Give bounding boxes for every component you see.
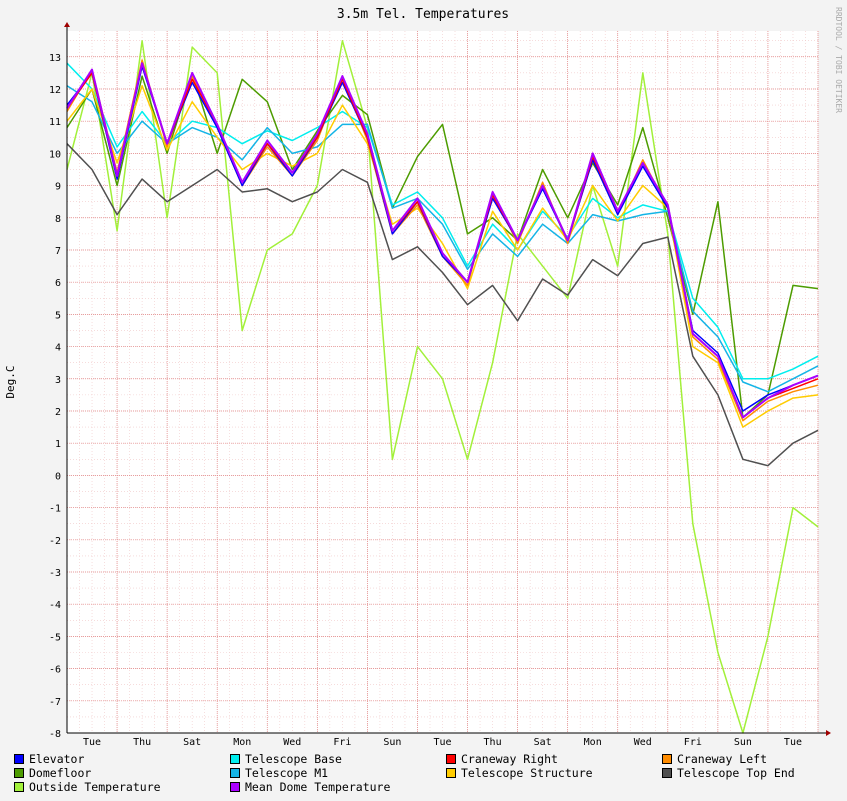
x-tick-label: Tue: [83, 737, 101, 748]
x-tick-label: Fri: [333, 737, 351, 748]
legend-label: Telescope Structure: [461, 766, 593, 780]
series-line: [66, 62, 819, 380]
legend-item: Craneway Right: [446, 752, 558, 766]
y-tick-label: 8: [55, 214, 61, 225]
legend-swatch: [14, 781, 24, 792]
legend-label: Craneway Left: [677, 752, 768, 766]
x-tick-label: Mon: [584, 737, 602, 748]
y-tick-label: 5: [55, 310, 61, 321]
y-axis-label: Deg.C: [4, 365, 17, 398]
y-tick-label: 2: [55, 407, 61, 418]
x-tick-label: Mon: [233, 737, 251, 748]
x-tick-label: Thu: [484, 737, 502, 748]
x-tick-label: Fri: [684, 737, 702, 748]
y-tick-label: 13: [49, 53, 61, 64]
legend-item: Telescope M1: [230, 766, 328, 780]
y-tick-label: -2: [49, 536, 61, 547]
legend-swatch: [662, 767, 672, 778]
legend-swatch: [230, 781, 240, 792]
legend-swatch: [662, 753, 672, 764]
y-tick-label: -4: [49, 600, 61, 611]
legend-swatch: [14, 767, 24, 778]
legend-swatch: [446, 767, 456, 778]
legend-item: Mean Dome Temperature: [230, 780, 390, 794]
y-axis-arrow: [64, 22, 70, 27]
x-tick-label: Wed: [283, 737, 301, 748]
y-tick-label: -6: [49, 665, 61, 676]
y-tick-label: 10: [49, 149, 61, 160]
legend-item: Telescope Base: [230, 752, 342, 766]
legend-item: Domefloor: [14, 766, 91, 780]
legend-label: Telescope Top End: [677, 766, 795, 780]
legend-label: Mean Dome Temperature: [245, 780, 391, 794]
legend-label: Elevator: [29, 752, 85, 766]
y-tick-label: -1: [49, 504, 61, 515]
y-tick-label: 6: [55, 278, 61, 289]
legend-swatch: [14, 753, 24, 764]
y-tick-label: -7: [49, 697, 61, 708]
x-tick-label: Tue: [433, 737, 451, 748]
x-tick-label: Sat: [534, 737, 552, 748]
y-tick-label: 12: [49, 85, 61, 96]
legend-item: Telescope Structure: [446, 766, 593, 780]
legend-swatch: [230, 753, 240, 764]
legend-swatch: [446, 753, 456, 764]
x-tick-label: Tue: [784, 737, 802, 748]
legend-item: Telescope Top End: [662, 766, 795, 780]
y-tick-label: 0: [55, 471, 61, 482]
legend-item: Craneway Left: [662, 752, 767, 766]
x-tick-label: Sun: [383, 737, 401, 748]
y-tick-label: -8: [49, 729, 61, 740]
series-line: [66, 39, 819, 734]
x-tick-label: Sun: [734, 737, 752, 748]
series-line: [66, 143, 819, 467]
legend-label: Craneway Right: [461, 752, 558, 766]
legend-swatch: [230, 767, 240, 778]
series-line: [66, 62, 819, 419]
watermark: RRDTOOL / TOBI OETIKER: [834, 7, 843, 113]
x-tick-label: Thu: [133, 737, 151, 748]
legend-label: Telescope Base: [245, 752, 342, 766]
series-line: [66, 84, 819, 428]
legend-item: Elevator: [14, 752, 84, 766]
legend-label: Domefloor: [29, 766, 92, 780]
y-tick-label: -3: [49, 568, 61, 579]
series-line: [66, 85, 819, 393]
chart-title: 3.5m Tel. Temperatures: [337, 7, 509, 22]
x-tick-label: Sat: [183, 737, 201, 748]
y-tick-label: 9: [55, 182, 61, 193]
x-tick-label: Wed: [634, 737, 652, 748]
y-tick-label: 1: [55, 439, 61, 450]
x-axis-arrow: [826, 730, 831, 736]
legend-item: Outside Temperature: [14, 780, 161, 794]
legend-label: Outside Temperature: [29, 780, 161, 794]
y-tick-label: -5: [49, 632, 61, 643]
y-tick-label: 3: [55, 375, 61, 386]
y-tick-label: 7: [55, 246, 61, 257]
y-tick-label: 4: [55, 343, 61, 354]
legend-label: Telescope M1: [245, 766, 329, 780]
y-tick-label: 11: [49, 117, 61, 128]
